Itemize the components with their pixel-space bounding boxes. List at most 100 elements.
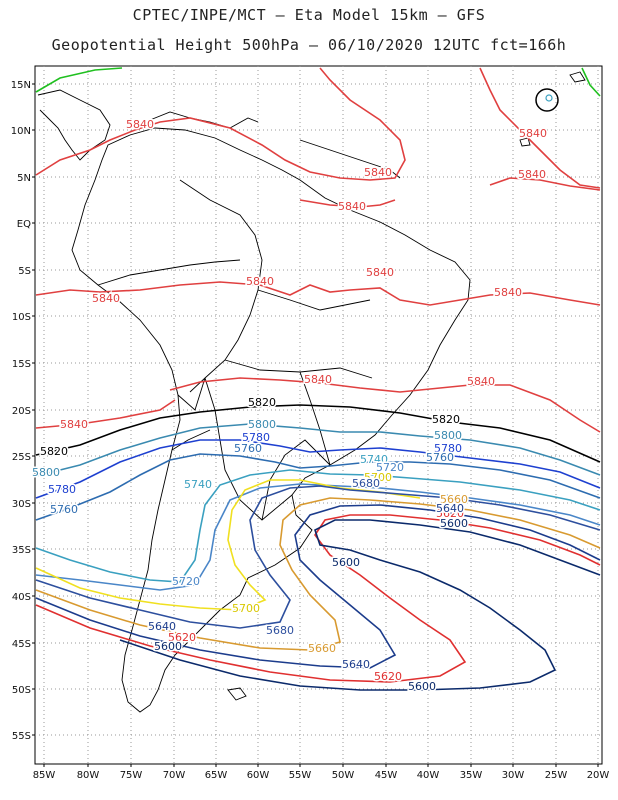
contour-label: 5840 bbox=[494, 286, 522, 299]
contour-5840-south bbox=[35, 399, 176, 429]
latitude-label: 50S bbox=[12, 685, 31, 696]
contour-label: 5760 bbox=[234, 442, 262, 455]
contour-label: 5760 bbox=[426, 451, 454, 464]
contour-label: 5640 bbox=[436, 502, 464, 515]
contour-5780 bbox=[35, 439, 601, 499]
contour-5840-north2 bbox=[299, 199, 396, 208]
contour-label: 5800 bbox=[32, 466, 60, 479]
latitude-label: 40S bbox=[12, 592, 31, 603]
height-contours bbox=[35, 67, 601, 691]
plot-frame bbox=[34, 65, 603, 765]
longitude-label: 20W bbox=[587, 770, 610, 781]
contour-label: 5840 bbox=[366, 266, 394, 279]
latitude-label: 35S bbox=[12, 545, 31, 556]
contour-label: 5840 bbox=[60, 418, 88, 431]
contour-label: 5820 bbox=[40, 445, 68, 458]
contour-5860-nw bbox=[35, 67, 123, 93]
contour-label: 5780 bbox=[242, 431, 270, 444]
contour-label: 5760 bbox=[50, 503, 78, 516]
contour-5820 bbox=[35, 404, 601, 463]
contour-5840-mid bbox=[169, 377, 601, 433]
latitude-label: 5S bbox=[18, 266, 31, 277]
contour-label: 5800 bbox=[248, 418, 276, 431]
contour-label: 5820 bbox=[248, 396, 276, 409]
contour-5840-ne bbox=[479, 67, 601, 189]
latitude-label: 25S bbox=[12, 452, 31, 463]
contour-label: 5720 bbox=[172, 575, 200, 588]
contour-label: 5660 bbox=[440, 493, 468, 506]
contour-5840-north1 bbox=[35, 67, 406, 181]
latitude-label: 20S bbox=[12, 406, 31, 417]
contour-label: 5680 bbox=[266, 624, 294, 637]
contour-5840-eq bbox=[35, 281, 601, 306]
contour-label: 5840 bbox=[519, 127, 547, 140]
longitude-label: 70W bbox=[163, 770, 186, 781]
longitude-label: 25W bbox=[545, 770, 568, 781]
contour-5600 bbox=[119, 519, 601, 691]
longitude-label: 85W bbox=[33, 770, 56, 781]
contour-label: 5840 bbox=[467, 375, 495, 388]
contour-label: 5840 bbox=[92, 292, 120, 305]
contour-5740 bbox=[35, 469, 601, 583]
latitude-label: 10N bbox=[11, 126, 31, 137]
contour-label: 5780 bbox=[48, 483, 76, 496]
latitude-label: 30S bbox=[12, 499, 31, 510]
longitude-label: 60W bbox=[247, 770, 270, 781]
contour-5720 bbox=[35, 483, 601, 591]
cyclone-ring-outer bbox=[535, 88, 559, 112]
latitude-label: 45S bbox=[12, 639, 31, 650]
longitude-label: 45W bbox=[375, 770, 398, 781]
contour-label: 5640 bbox=[148, 620, 176, 633]
contour-label: 5840 bbox=[246, 275, 274, 288]
contour-5760 bbox=[35, 453, 601, 521]
cyclone-ring-inner bbox=[545, 94, 553, 102]
contour-label: 5840 bbox=[364, 166, 392, 179]
contour-label: 5780 bbox=[434, 442, 462, 455]
longitude-labels: 85W 80W 75W 70W 65W 60W 55W 50W 45W 40W 35W 30W 25W 2… bbox=[33, 764, 610, 781]
latitude-label: 5N bbox=[17, 173, 31, 184]
longitude-label: 75W bbox=[120, 770, 143, 781]
contour-label: 5740 bbox=[360, 453, 388, 466]
contour-label: 5620 bbox=[168, 631, 196, 644]
coastlines bbox=[37, 71, 586, 713]
latitude-label: 15S bbox=[12, 359, 31, 370]
longitude-label: 40W bbox=[417, 770, 440, 781]
contour-5840-ne2 bbox=[489, 177, 601, 191]
contour-label: 5700 bbox=[232, 602, 260, 615]
contour-label: 5840 bbox=[518, 168, 546, 181]
contour-label: 5720 bbox=[376, 461, 404, 474]
contour-label: 5820 bbox=[432, 413, 460, 426]
contour-label: 5700 bbox=[364, 471, 392, 484]
contour-label: 5640 bbox=[342, 658, 370, 671]
contour-5800 bbox=[35, 423, 601, 477]
contour-label: 5600 bbox=[408, 680, 436, 693]
contour-label: 5800 bbox=[434, 429, 462, 442]
contour-5620 bbox=[35, 514, 601, 683]
contour-label: 5600 bbox=[154, 640, 182, 653]
longitude-label: 55W bbox=[289, 770, 312, 781]
longitude-label: 35W bbox=[460, 770, 483, 781]
contour-label: 5600 bbox=[440, 517, 468, 530]
longitude-label: 30W bbox=[502, 770, 525, 781]
latitude-label: 55S bbox=[12, 731, 31, 742]
contour-label: 5740 bbox=[184, 478, 212, 491]
longitude-label: 50W bbox=[332, 770, 355, 781]
map-title-line2: Geopotential Height 500hPa – 06/10/2020 … bbox=[51, 36, 567, 54]
contour-5700 bbox=[35, 479, 421, 611]
contour-label: 5660 bbox=[308, 642, 336, 655]
latitude-labels: 15N 10N 5N EQ 5S 10S 15S 20S 25S 30S 35S 40S 45S 50S 5… bbox=[11, 80, 35, 742]
contour-labels: 5840 5840 5840 5840 5840 5840 5840 5840 5840 5840… bbox=[31, 117, 549, 695]
contour-label: 5620 bbox=[436, 507, 464, 520]
latitude-label: 10S bbox=[12, 312, 31, 323]
contour-5660 bbox=[35, 497, 601, 651]
latitude-label: EQ bbox=[17, 219, 31, 230]
latitude-label: 15N bbox=[11, 80, 31, 91]
contour-label: 5600 bbox=[332, 556, 360, 569]
contour-5860-ne bbox=[581, 67, 601, 97]
contour-label: 5680 bbox=[352, 477, 380, 490]
longitude-label: 65W bbox=[205, 770, 228, 781]
contour-5680 bbox=[35, 485, 601, 629]
contour-label: 5620 bbox=[374, 670, 402, 683]
longitude-label: 80W bbox=[77, 770, 100, 781]
